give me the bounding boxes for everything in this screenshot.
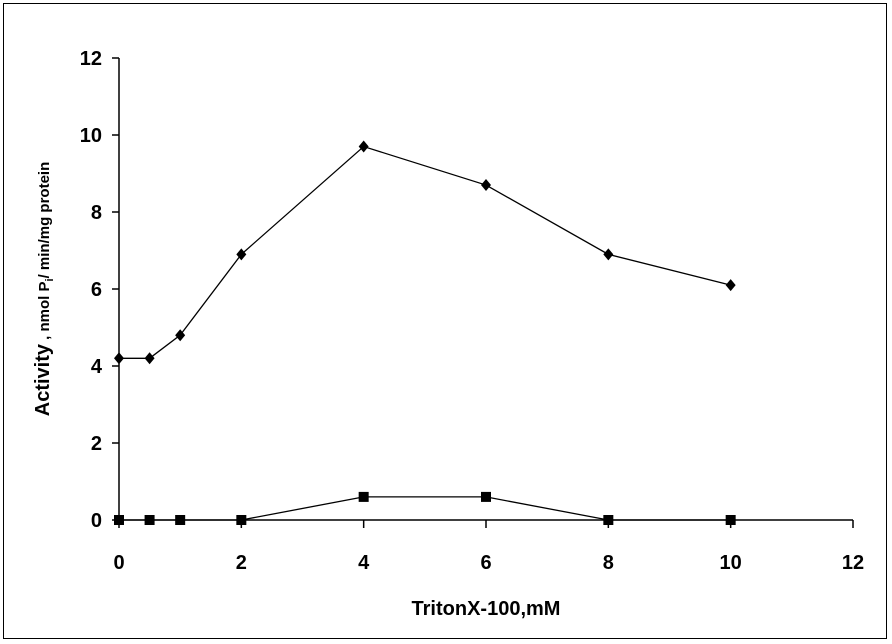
series-line [119, 496, 731, 521]
x-tick-label: 2 [236, 552, 247, 574]
y-tick-label: 8 [91, 202, 102, 224]
x-tick-label: 8 [603, 552, 614, 574]
data-point-diamond [175, 329, 186, 342]
data-point-square [725, 515, 736, 525]
y-tick-label: 2 [91, 433, 102, 455]
series-1 [114, 140, 736, 365]
data-point-diamond [603, 248, 614, 261]
data-point-square [114, 515, 124, 525]
x-tick-label: 0 [113, 552, 124, 574]
y-tick-label: 6 [91, 279, 102, 301]
y-tick-label: 10 [80, 125, 102, 147]
y-axis-title-unit-a: nmol P [36, 281, 53, 331]
data-point-diamond [144, 352, 155, 365]
x-tick-label: 4 [358, 552, 370, 574]
data-point-square [481, 491, 491, 502]
y-axis-title-unit-b: / min/mg protein [36, 162, 53, 279]
data-point-square [144, 515, 155, 525]
data-point-diamond [481, 179, 491, 192]
y-axis-title-sep: , [36, 331, 53, 344]
x-tick-label: 12 [842, 552, 864, 574]
ticks: 0 2 4 6 8 10 12 0 2 4 6 8 10 12 [80, 48, 864, 574]
y-axis-title-main: Activity [32, 343, 54, 416]
series-2 [114, 491, 736, 525]
x-tick-label: 10 [720, 552, 742, 574]
data-point-square [603, 515, 614, 525]
chart-frame [3, 3, 887, 639]
series-group [114, 140, 736, 525]
axes [118, 58, 853, 521]
y-tick-label: 0 [91, 510, 102, 532]
data-point-diamond [358, 140, 369, 153]
data-point-diamond [114, 352, 124, 365]
x-axis-title: TritonX-100,mM [412, 598, 561, 620]
series-line [119, 145, 731, 359]
data-point-square [358, 491, 369, 502]
data-point-diamond [725, 279, 736, 292]
data-point-diamond [236, 248, 247, 261]
data-point-square [236, 515, 247, 525]
y-tick-label: 4 [91, 356, 103, 378]
y-axis-title-unit-sub: i [44, 278, 56, 281]
data-point-square [175, 515, 186, 525]
y-axis-title: Activity , nmol Pi/ min/mg protein [32, 162, 56, 417]
x-tick-label: 6 [480, 552, 491, 574]
y-tick-label: 12 [80, 48, 102, 70]
